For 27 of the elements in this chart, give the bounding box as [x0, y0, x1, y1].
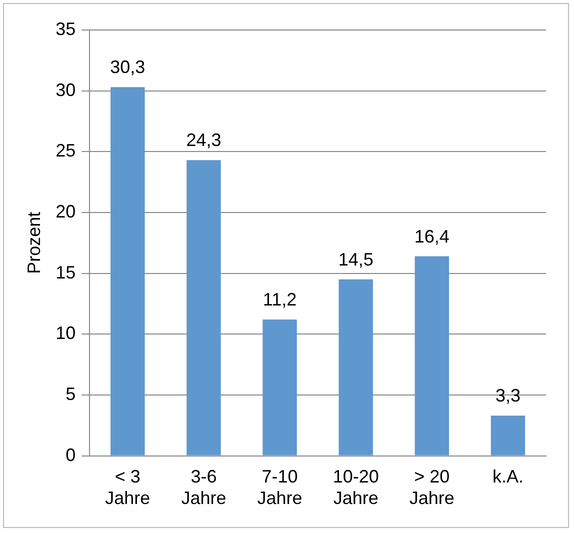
y-tick-label: 15: [56, 262, 76, 282]
data-label: 11,2: [262, 290, 297, 310]
bar: [110, 87, 145, 456]
y-tick-label: 35: [56, 18, 76, 39]
x-tick-label: k.A.: [492, 466, 524, 487]
y-tick-label: 10: [56, 323, 76, 344]
x-tick-label: 10-20 Jahre: [332, 466, 379, 508]
data-label: 3,3: [495, 386, 520, 406]
y-axis-title: Prozent: [24, 212, 44, 274]
y-tick-label: 20: [56, 201, 76, 222]
data-label: 14,5: [338, 249, 374, 270]
y-tick-label: 30: [56, 80, 76, 100]
x-tick-label: 3-6 Jahre: [181, 466, 226, 508]
data-label: 30,3: [110, 57, 146, 78]
bar: [490, 416, 526, 456]
x-tick-label: < 3 Jahre: [105, 466, 150, 508]
data-label: 24,3: [186, 130, 222, 150]
y-tick-label: 5: [66, 384, 76, 404]
bar: [186, 160, 221, 456]
x-tick-label: 7-10 Jahre: [257, 466, 302, 508]
x-tick-label: > 20 Jahre: [409, 466, 454, 508]
bar: [338, 279, 373, 456]
data-label: 16,4: [414, 226, 450, 246]
bar: [262, 320, 297, 456]
y-tick-label: 0: [66, 444, 76, 465]
bar: [414, 256, 450, 456]
y-tick-label: 25: [56, 140, 76, 161]
